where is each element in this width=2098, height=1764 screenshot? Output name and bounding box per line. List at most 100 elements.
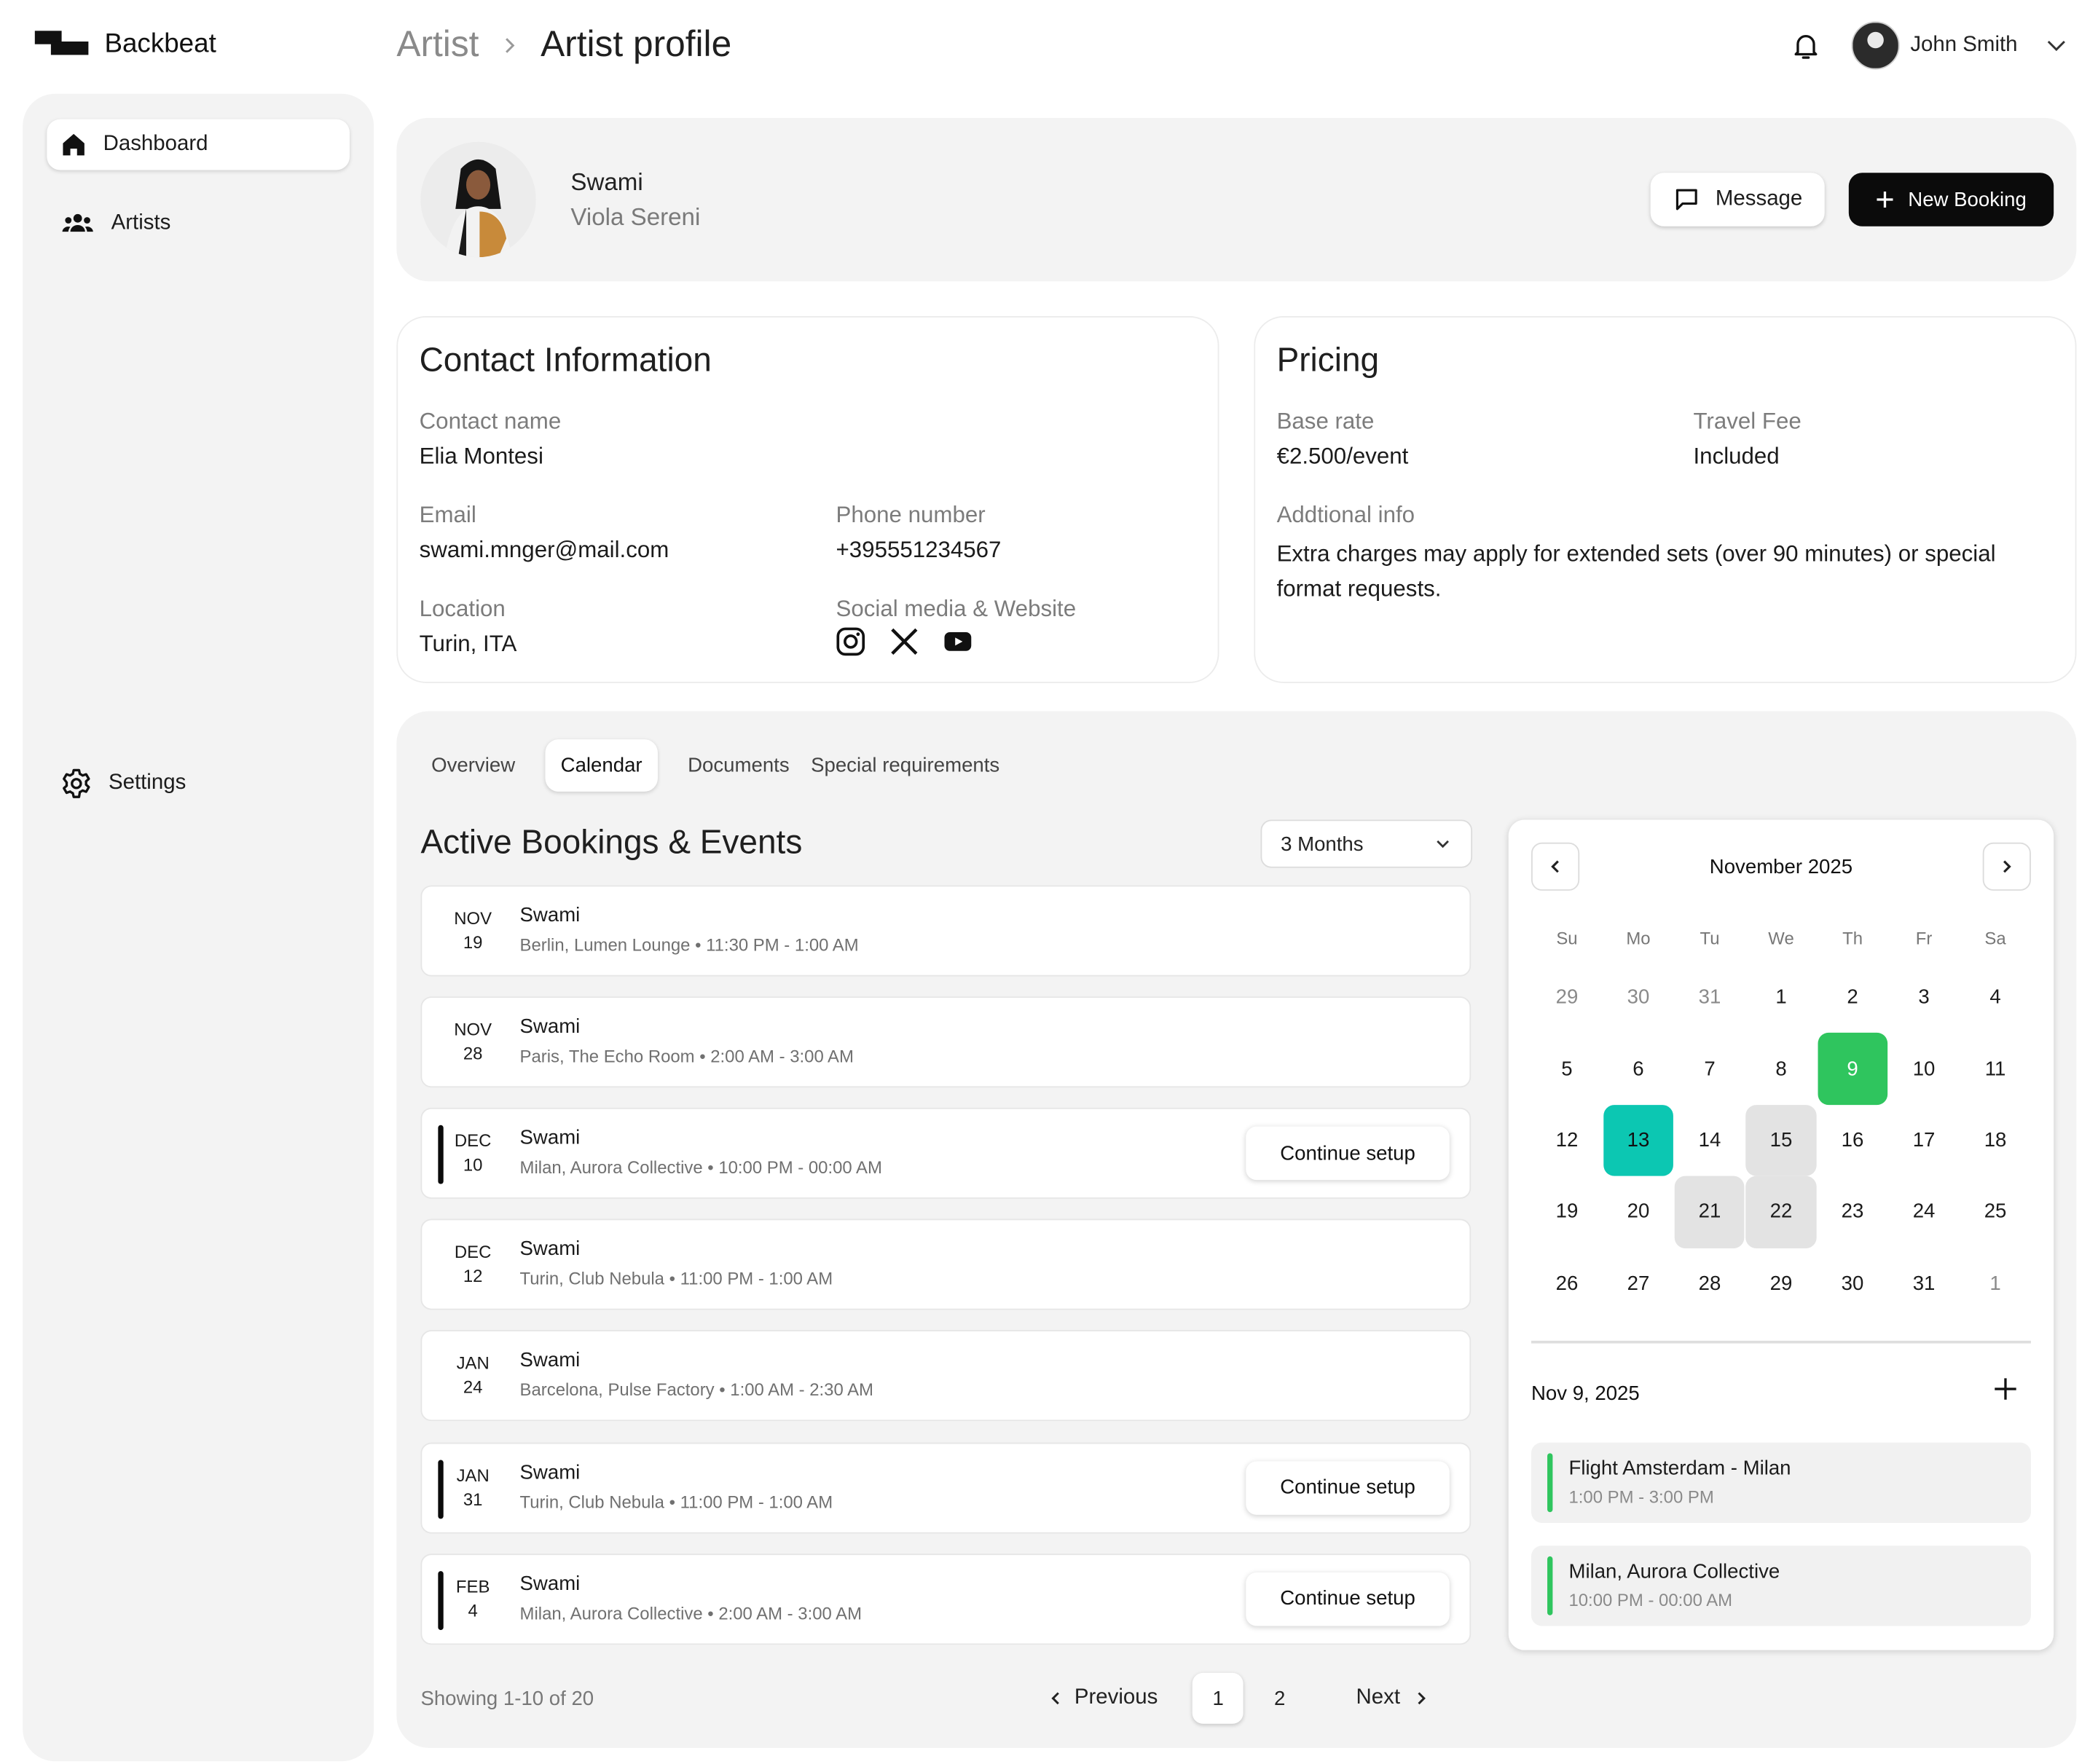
continue-setup-button[interactable]: Continue setup xyxy=(1246,1460,1450,1514)
weekday-label: We xyxy=(1768,927,1794,948)
prev-month-button[interactable] xyxy=(1531,842,1580,891)
user-area: John Smith xyxy=(1790,21,2069,70)
calendar-day[interactable]: 11 xyxy=(1984,1058,2006,1081)
youtube-icon[interactable] xyxy=(943,627,973,656)
previous-page-button[interactable]: Previous xyxy=(1048,1686,1158,1710)
page-button-2[interactable]: 2 xyxy=(1274,1687,1286,1710)
booking-details: Paris, The Echo Room • 2:00 AM - 3:00 AM xyxy=(519,1046,854,1067)
calendar-day[interactable]: 31 xyxy=(1912,1272,1936,1295)
booking-month: NOV xyxy=(454,1019,492,1040)
booking-row[interactable]: DEC 10 Swami Milan, Aurora Collective • 10:… xyxy=(420,1108,1472,1200)
calendar-day[interactable]: 1 xyxy=(1775,985,1787,1009)
calendar-month: November 2025 xyxy=(1709,856,1853,879)
weekday-label: Mo xyxy=(1626,927,1651,948)
next-page-button[interactable]: Next xyxy=(1356,1686,1430,1710)
location-label: Location xyxy=(419,596,506,622)
calendar-day[interactable]: 10 xyxy=(1912,1058,1936,1081)
booking-row[interactable]: NOV 28 Swami Paris, The Echo Room • 2:00 AM… xyxy=(420,996,1472,1088)
breadcrumb-artist[interactable]: Artist xyxy=(396,24,479,65)
calendar-day[interactable]: 24 xyxy=(1912,1200,1936,1224)
tab-documents[interactable]: Documents xyxy=(688,754,790,777)
user-name[interactable]: John Smith xyxy=(1910,33,2018,57)
tab-overview[interactable]: Overview xyxy=(431,754,516,777)
calendar-day[interactable]: 3 xyxy=(1918,985,1930,1009)
sidebar-item-artists[interactable]: Artists xyxy=(47,198,350,249)
calendar-day[interactable]: 1 xyxy=(1989,1272,2001,1295)
calendar-day[interactable]: 5 xyxy=(1561,1058,1573,1081)
contact-card: Contact Information Contact name Elia Mo… xyxy=(396,316,1219,683)
new-booking-button[interactable]: New Booking xyxy=(1848,173,2054,227)
calendar-day[interactable]: 4 xyxy=(1989,985,2001,1009)
calendar-day[interactable]: 7 xyxy=(1704,1058,1716,1081)
booking-row[interactable]: FEB 4 Swami Milan, Aurora Collective • 2:00… xyxy=(420,1553,1472,1645)
results-count: Showing 1-10 of 20 xyxy=(420,1688,594,1711)
event-title: Milan, Aurora Collective xyxy=(1568,1560,1780,1583)
range-select[interactable]: 3 Months xyxy=(1260,819,1473,868)
base-rate-value: €2.500/event xyxy=(1276,443,1409,469)
weekday-label: Su xyxy=(1556,927,1578,948)
calendar-event[interactable]: Milan, Aurora Collective 10:00 PM - 00:0… xyxy=(1531,1546,2031,1626)
calendar-day[interactable]: 29 xyxy=(1769,1272,1793,1295)
calendar-day[interactable]: 16 xyxy=(1841,1129,1864,1152)
next-month-button[interactable] xyxy=(1982,842,2031,891)
calendar-day[interactable]: 2 xyxy=(1847,985,1858,1009)
calendar-day[interactable]: 12 xyxy=(1555,1129,1579,1152)
calendar-day[interactable]: 20 xyxy=(1627,1200,1650,1224)
chevron-down-icon[interactable] xyxy=(2044,34,2068,58)
calendar-day[interactable]: 21 xyxy=(1674,1176,1745,1248)
calendar-day[interactable]: 23 xyxy=(1841,1200,1864,1224)
continue-setup-button[interactable]: Continue setup xyxy=(1246,1126,1450,1181)
calendar-day-selected[interactable]: 13 xyxy=(1603,1104,1674,1176)
sidebar-item-settings[interactable]: Settings xyxy=(47,758,350,809)
calendar-day[interactable]: 30 xyxy=(1627,985,1650,1009)
phone-value[interactable]: +395551234567 xyxy=(836,537,1002,563)
sidebar: Dashboard Artists Settings xyxy=(23,93,374,1762)
social-links xyxy=(836,627,973,656)
page-button-1[interactable]: 1 xyxy=(1193,1672,1244,1724)
calendar-day[interactable]: 25 xyxy=(1984,1200,2007,1224)
calendar-day[interactable]: 19 xyxy=(1555,1200,1579,1224)
calendar-day[interactable]: 18 xyxy=(1984,1129,2007,1152)
tab-special-requirements[interactable]: Special requirements xyxy=(811,754,1000,777)
sidebar-item-label: Artists xyxy=(111,211,171,235)
x-icon[interactable] xyxy=(889,627,919,656)
user-avatar[interactable] xyxy=(1851,21,1900,70)
continue-setup-button[interactable]: Continue setup xyxy=(1246,1572,1450,1626)
calendar-day[interactable]: 29 xyxy=(1555,985,1579,1009)
event-title: Flight Amsterdam - Milan xyxy=(1568,1457,1791,1481)
pending-indicator xyxy=(438,1125,444,1185)
calendar-day[interactable]: 31 xyxy=(1698,985,1721,1009)
booking-row[interactable]: JAN 31 Swami Turin, Club Nebula • 11:00 PM … xyxy=(420,1441,1472,1533)
sidebar-item-dashboard[interactable]: Dashboard xyxy=(47,119,350,170)
sidebar-item-label: Settings xyxy=(108,771,186,795)
instagram-icon[interactable] xyxy=(836,627,865,656)
artist-header: Swami Viola Sereni Message New Booking xyxy=(396,117,2077,282)
calendar-day[interactable]: 28 xyxy=(1698,1272,1721,1295)
calendar-day[interactable]: 30 xyxy=(1841,1272,1864,1295)
calendar-day[interactable]: 27 xyxy=(1627,1272,1650,1295)
booking-day: 31 xyxy=(463,1489,483,1509)
calendar-event[interactable]: Flight Amsterdam - Milan 1:00 PM - 3:00 … xyxy=(1531,1442,2031,1523)
calendar-day[interactable]: 14 xyxy=(1698,1129,1721,1152)
email-value[interactable]: swami.mnger@mail.com xyxy=(419,537,669,563)
add-event-icon[interactable] xyxy=(1993,1377,2017,1401)
calendar-day[interactable]: 8 xyxy=(1775,1058,1787,1081)
message-button[interactable]: Message xyxy=(1650,173,1825,227)
tab-calendar[interactable]: Calendar xyxy=(544,739,659,792)
calendar-day[interactable]: 17 xyxy=(1912,1129,1936,1152)
calendar-day-today[interactable]: 9 xyxy=(1817,1033,1888,1105)
bell-icon[interactable] xyxy=(1790,29,1822,61)
booking-title: Swami xyxy=(519,904,581,927)
booking-month: JAN xyxy=(456,1464,490,1485)
calendar-day[interactable]: 26 xyxy=(1555,1272,1579,1295)
calendar-day[interactable]: 15 xyxy=(1745,1104,1817,1176)
booking-row[interactable]: DEC 12 Swami Turin, Club Nebula • 11:00 PM … xyxy=(420,1219,1472,1311)
booking-row[interactable]: NOV 19 Swami Berlin, Lumen Lounge • 11:30 P… xyxy=(420,885,1472,977)
booking-date: JAN 24 xyxy=(449,1352,497,1400)
app-logo[interactable]: Backbeat xyxy=(34,29,216,60)
bookings-title: Active Bookings & Events xyxy=(420,823,803,862)
booking-date: FEB 4 xyxy=(449,1575,497,1623)
calendar-day[interactable]: 6 xyxy=(1633,1058,1644,1081)
calendar-day[interactable]: 22 xyxy=(1745,1176,1817,1248)
booking-row[interactable]: JAN 24 Swami Barcelona, Pulse Factory • 1:0… xyxy=(420,1330,1472,1422)
